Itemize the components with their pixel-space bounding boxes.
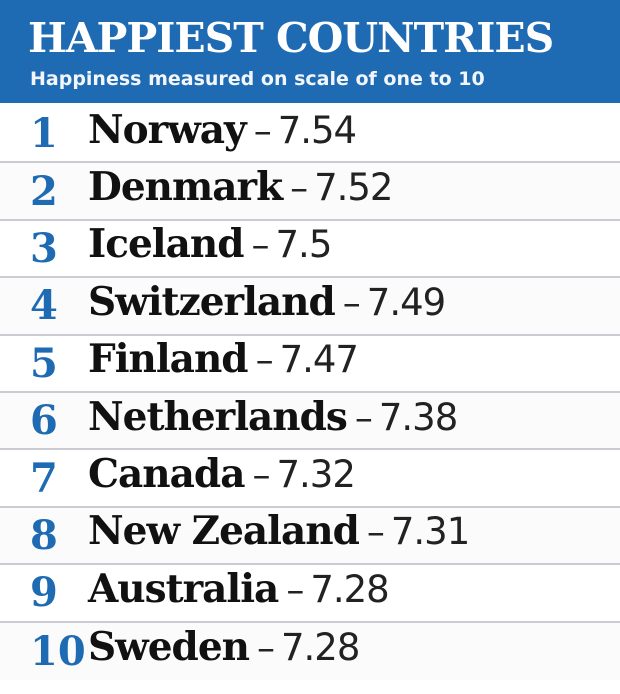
happiness-score: 7.31 bbox=[390, 510, 470, 554]
happiness-score: 7.5 bbox=[275, 223, 333, 267]
dash-separator: – bbox=[366, 512, 385, 554]
country-name: Australia bbox=[88, 565, 279, 612]
happiness-score: 7.32 bbox=[276, 453, 355, 497]
country-name: Sweden bbox=[88, 624, 250, 671]
row-entry: New Zealand –7.31 bbox=[88, 508, 470, 563]
row-entry: Switzerland –7.49 bbox=[88, 278, 446, 333]
row-entry: Norway –7.54 bbox=[88, 106, 357, 161]
rank-number: 5 bbox=[30, 339, 58, 387]
dash-separator: – bbox=[286, 569, 305, 611]
table-row: 7 Canada –7.32 bbox=[0, 450, 620, 508]
dash-separator: – bbox=[342, 282, 361, 324]
happiness-score: 7.28 bbox=[281, 626, 360, 670]
country-name: Norway bbox=[88, 106, 247, 153]
row-entry: Australia –7.28 bbox=[88, 565, 390, 620]
dash-separator: – bbox=[257, 628, 275, 670]
country-name: Netherlands bbox=[88, 393, 348, 440]
row-entry: Finland –7.47 bbox=[88, 336, 359, 391]
country-name: New Zealand bbox=[88, 508, 360, 555]
happiness-score: 7.28 bbox=[310, 567, 389, 611]
row-entry: Iceland –7.5 bbox=[88, 221, 333, 276]
dash-separator: – bbox=[251, 225, 270, 267]
table-row: 4 Switzerland –7.49 bbox=[0, 278, 620, 336]
table-row: 10 Sweden –7.28 bbox=[0, 622, 620, 680]
row-entry: Sweden –7.28 bbox=[88, 623, 360, 680]
dash-separator: – bbox=[255, 340, 274, 382]
rank-number: 10 bbox=[30, 627, 86, 675]
country-name: Iceland bbox=[88, 221, 245, 268]
happiness-score: 7.49 bbox=[366, 280, 446, 324]
happiness-score: 7.52 bbox=[314, 166, 393, 210]
table-row: 8 New Zealand –7.31 bbox=[0, 507, 620, 566]
header-banner: HAPPIEST COUNTRIES Happiness measured on… bbox=[0, 0, 620, 103]
row-entry: Denmark –7.52 bbox=[88, 163, 393, 218]
row-entry: Netherlands –7.38 bbox=[88, 393, 458, 448]
happiness-score: 7.38 bbox=[378, 395, 458, 439]
country-name: Switzerland bbox=[88, 278, 336, 325]
table-row: 1 Norway –7.54 bbox=[0, 106, 620, 164]
dash-separator: – bbox=[354, 397, 373, 439]
table-row: 6 Netherlands –7.38 bbox=[0, 392, 620, 451]
rank-number: 4 bbox=[30, 282, 58, 330]
table-row: 9 Australia –7.28 bbox=[0, 565, 620, 623]
chart-subtitle: Happiness measured on scale of one to 10 bbox=[30, 68, 485, 90]
row-entry: Canada –7.32 bbox=[88, 450, 356, 505]
happiness-score: 7.47 bbox=[279, 338, 359, 382]
ranking-list: 1 Norway –7.54 2 Denmark –7.52 3 Iceland –7.5 4 Sw… bbox=[0, 106, 620, 680]
dash-separator: – bbox=[290, 168, 309, 210]
country-name: Denmark bbox=[88, 164, 283, 211]
table-row: 2 Denmark –7.52 bbox=[0, 163, 620, 221]
table-row: 3 Iceland –7.5 bbox=[0, 220, 620, 279]
rank-number: 2 bbox=[30, 167, 58, 215]
dash-separator: – bbox=[252, 455, 271, 497]
table-row: 5 Finland –7.47 bbox=[0, 335, 620, 393]
rank-number: 6 bbox=[30, 397, 58, 445]
happiness-score: 7.54 bbox=[277, 108, 357, 152]
chart-title: HAPPIEST COUNTRIES bbox=[28, 14, 554, 62]
dash-separator: – bbox=[253, 110, 272, 152]
rank-number: 3 bbox=[30, 224, 58, 272]
rank-number: 7 bbox=[30, 454, 58, 502]
rank-number: 9 bbox=[30, 569, 58, 617]
country-name: Finland bbox=[88, 336, 249, 383]
rank-number: 8 bbox=[30, 511, 58, 559]
rank-number: 1 bbox=[30, 110, 58, 158]
country-name: Canada bbox=[88, 451, 245, 498]
